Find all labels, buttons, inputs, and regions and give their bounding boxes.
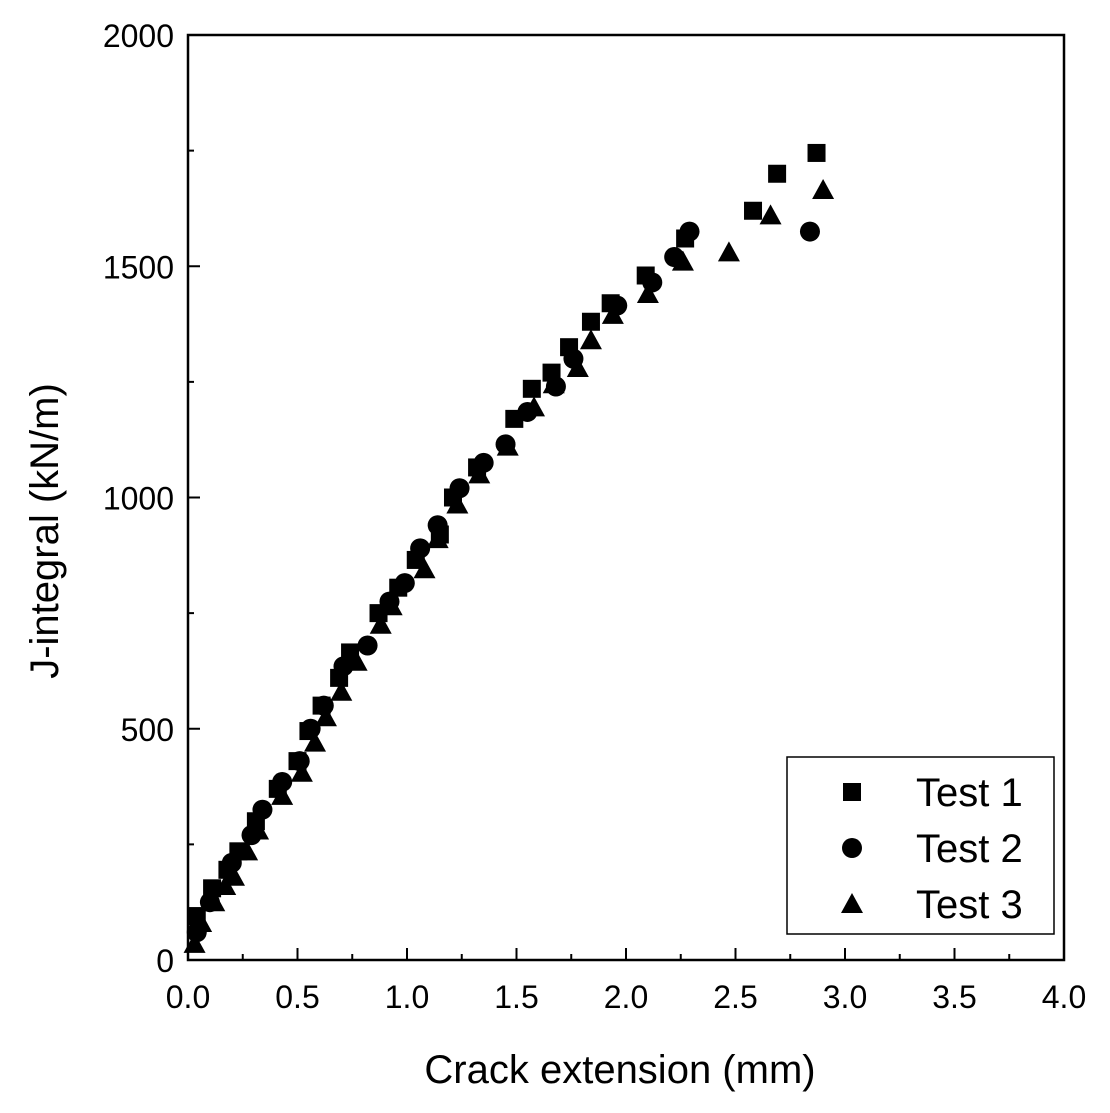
x-tick-label: 3.0 xyxy=(823,979,867,1015)
data-point xyxy=(449,478,470,499)
data-point xyxy=(345,650,368,671)
legend-marker-3 xyxy=(841,893,863,913)
y-axis-title: J-integral (kN/m) xyxy=(23,383,67,679)
tick-labels: 0.0 0.5 1.0 1.5 2.0 2.5 3.0 3.5 4.0 0 500 1000 1500 2… xyxy=(103,18,1086,1015)
y-tick-label: 0 xyxy=(156,943,174,979)
data-point xyxy=(236,840,259,861)
data-point xyxy=(671,250,694,271)
x-tick-label: 2.0 xyxy=(604,979,648,1015)
data-point xyxy=(272,771,293,792)
legend-box xyxy=(786,756,1055,935)
data-point xyxy=(357,635,378,656)
x-axis-title: Crack extension (mm) xyxy=(424,1048,815,1092)
data-point xyxy=(717,241,740,262)
y-tick-label: 1000 xyxy=(103,481,174,517)
plot-frame xyxy=(186,33,1066,962)
data-point xyxy=(759,204,782,225)
data-point xyxy=(636,283,659,303)
data-point xyxy=(446,493,469,514)
legend-marker-2 xyxy=(842,838,862,858)
data-point xyxy=(271,784,294,805)
data-point xyxy=(304,731,327,752)
data-point xyxy=(581,312,600,331)
x-tick-label: 0.5 xyxy=(275,979,319,1015)
legend-label-3: Test 3 xyxy=(916,883,1023,927)
data-point xyxy=(807,143,826,162)
data-point xyxy=(203,891,226,912)
data-point xyxy=(247,819,270,840)
data-point xyxy=(221,852,242,873)
data-point xyxy=(252,799,273,820)
x-tick-label: 4.0 xyxy=(1042,979,1086,1015)
data-point xyxy=(222,865,245,886)
data-point xyxy=(314,706,337,727)
data-point xyxy=(427,515,448,536)
data-point xyxy=(542,373,565,394)
data-point xyxy=(333,656,354,677)
x-tick-label: 1.5 xyxy=(494,979,538,1015)
data-point xyxy=(410,538,431,559)
legend-marker-1 xyxy=(843,783,861,801)
data-point xyxy=(566,357,589,377)
data-point xyxy=(522,379,541,398)
data-point xyxy=(369,613,392,634)
y-tick-label: 500 xyxy=(121,712,174,748)
series-2 xyxy=(186,221,820,943)
data-point xyxy=(190,912,213,932)
data-point xyxy=(394,573,415,594)
x-tick-label: 2.5 xyxy=(713,979,757,1015)
x-tick-label: 3.5 xyxy=(932,979,976,1015)
legend-label-2: Test 2 xyxy=(916,827,1023,871)
x-tick-label: 1.0 xyxy=(385,979,429,1015)
data-point xyxy=(579,329,602,350)
data-point xyxy=(413,558,436,579)
chart-marks xyxy=(183,143,835,953)
data-point xyxy=(523,396,546,417)
data-point xyxy=(799,221,820,242)
data-point xyxy=(768,164,787,183)
data-point xyxy=(744,201,763,220)
legend-label-1: Test 1 xyxy=(916,771,1023,815)
data-point xyxy=(426,528,449,549)
y-tick-label: 2000 xyxy=(103,18,174,54)
data-point xyxy=(330,680,353,701)
data-point xyxy=(496,435,519,456)
x-tick-label: 0.0 xyxy=(166,979,210,1015)
data-point xyxy=(812,178,835,199)
data-point xyxy=(313,695,334,716)
data-point xyxy=(289,751,310,772)
data-point xyxy=(380,595,403,616)
data-point xyxy=(468,463,491,484)
data-point xyxy=(679,221,700,242)
legend: Test 1 Test 2 Test 3 xyxy=(786,756,1055,935)
series-3 xyxy=(183,178,835,953)
y-tick-label: 1500 xyxy=(103,249,174,285)
data-point xyxy=(601,303,624,324)
data-point xyxy=(290,761,313,782)
